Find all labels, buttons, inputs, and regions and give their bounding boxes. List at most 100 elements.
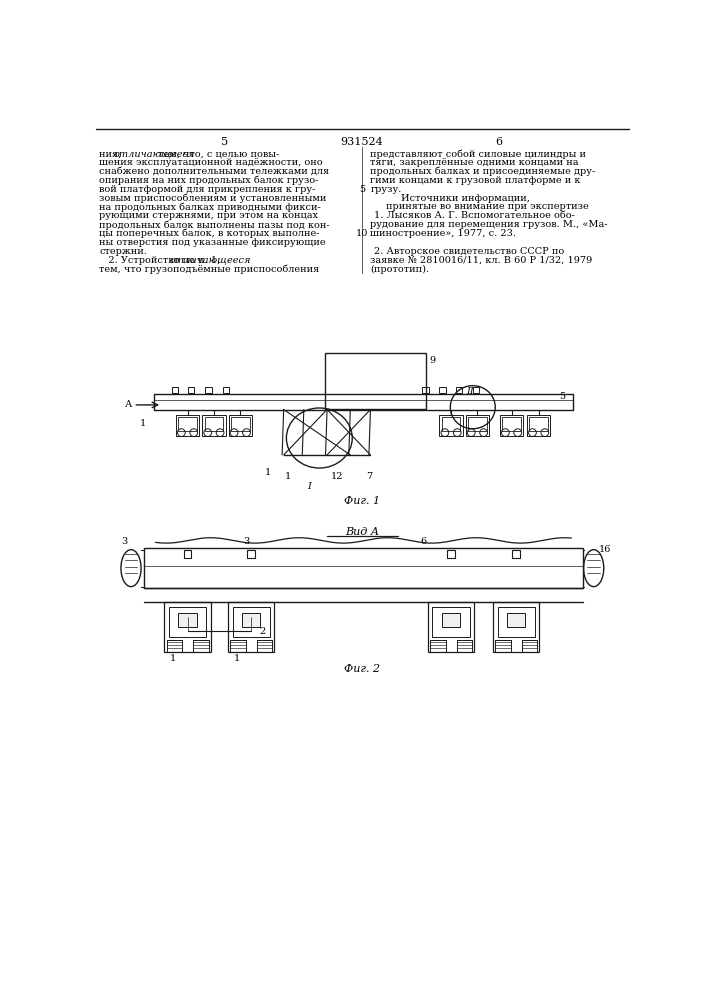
Bar [498, 607, 534, 637]
Text: 1: 1 [265, 468, 271, 477]
Bar [164, 602, 211, 652]
Bar [193, 640, 209, 652]
Bar [466, 415, 489, 436]
Text: продольных балок выполнены пазы под кон-: продольных балок выполнены пазы под кон- [99, 220, 330, 230]
Bar [167, 640, 182, 652]
Text: тем, что, с целью повы-: тем, что, с целью повы- [155, 149, 279, 158]
Bar [527, 415, 550, 436]
Text: ны отверстия под указанные фиксирующие: ны отверстия под указанные фиксирующие [99, 238, 326, 247]
Text: принятые во внимание при экспертизе: принятые во внимание при экспертизе [386, 202, 589, 211]
Bar [144, 548, 583, 588]
Bar [430, 640, 445, 652]
Text: представляют собой силовые цилиндры и: представляют собой силовые цилиндры и [370, 149, 587, 159]
Text: тем, что грузоподъёмные приспособления: тем, что грузоподъёмные приспособления [99, 264, 320, 274]
Text: 1: 1 [139, 419, 146, 428]
Bar [493, 602, 539, 652]
Bar [228, 415, 252, 436]
Bar [433, 607, 469, 637]
Text: II: II [467, 387, 474, 396]
Bar [473, 387, 479, 393]
Text: 1. Лысяков А. Г. Вспомогательное обо-: 1. Лысяков А. Г. Вспомогательное обо- [374, 211, 575, 220]
Bar [500, 415, 523, 436]
Bar [440, 415, 462, 436]
Bar [468, 417, 486, 431]
Bar [169, 607, 206, 637]
Text: шиностроение», 1977, с. 23.: шиностроение», 1977, с. 23. [370, 229, 517, 238]
Bar [187, 387, 194, 393]
Text: 5: 5 [221, 137, 228, 147]
Text: Фиг. 1: Фиг. 1 [344, 496, 380, 506]
Text: продольных балках и присоединяемые дру-: продольных балках и присоединяемые дру- [370, 167, 596, 176]
Bar [230, 640, 246, 652]
Bar [172, 387, 178, 393]
Text: снабжено дополнительными тележками для: снабжено дополнительными тележками для [99, 167, 329, 176]
Text: отличающееся: отличающееся [170, 256, 251, 265]
Bar [247, 550, 255, 558]
Text: ния,: ния, [99, 149, 124, 158]
Bar [456, 387, 462, 393]
Bar [202, 415, 226, 436]
Text: гими концами к грузовой платформе и к: гими концами к грузовой платформе и к [370, 176, 581, 185]
Bar [502, 417, 521, 431]
Bar [178, 613, 197, 627]
Bar [233, 607, 270, 637]
Bar [442, 417, 460, 431]
Text: 3: 3 [121, 537, 127, 546]
Text: 5: 5 [359, 185, 365, 194]
Text: 3: 3 [243, 537, 250, 546]
Bar [231, 417, 250, 431]
Text: I: I [307, 482, 311, 491]
Text: шения эксплуатационной надёжности, оно: шения эксплуатационной надёжности, оно [99, 158, 323, 167]
Text: 16: 16 [598, 545, 611, 554]
Text: 7: 7 [366, 472, 372, 481]
Text: 5: 5 [559, 392, 565, 401]
Bar [457, 640, 472, 652]
Bar [507, 613, 525, 627]
Bar [442, 613, 460, 627]
Text: 2: 2 [259, 627, 265, 636]
Text: 1: 1 [284, 472, 291, 481]
Text: опирания на них продольных балок грузо-: опирания на них продольных балок грузо- [99, 176, 319, 185]
Text: грузу.: грузу. [370, 185, 402, 194]
Text: 1: 1 [170, 654, 176, 663]
Bar [495, 640, 510, 652]
Bar [448, 550, 455, 558]
Text: заявке № 2810016/11, кл. В 60 Р 1/32, 1979: заявке № 2810016/11, кл. В 60 Р 1/32, 19… [370, 256, 592, 265]
Bar [422, 387, 428, 393]
Text: рудование для перемещения грузов. М., «Ма-: рудование для перемещения грузов. М., «М… [370, 220, 608, 229]
Text: 6: 6 [496, 137, 503, 147]
Text: вой платформой для прикрепления к гру-: вой платформой для прикрепления к гру- [99, 185, 315, 194]
Text: отличающееся: отличающееся [113, 149, 194, 158]
Bar [204, 417, 223, 431]
Bar [206, 387, 211, 393]
Bar [228, 602, 274, 652]
Bar [184, 550, 192, 558]
Bar [440, 387, 445, 393]
Text: 1: 1 [234, 654, 240, 663]
Text: 931524: 931524 [341, 137, 383, 147]
Text: (прототип).: (прототип). [370, 264, 430, 273]
Bar [176, 415, 199, 436]
Text: на продольных балках приводными фикси-: на продольных балках приводными фикси- [99, 202, 321, 212]
Bar [223, 387, 230, 393]
Text: Фиг. 2: Фиг. 2 [344, 664, 380, 674]
Bar [242, 613, 260, 627]
Text: Вид А: Вид А [345, 527, 379, 537]
Text: зовым приспособлениям и установленными: зовым приспособлениям и установленными [99, 194, 327, 203]
Bar [530, 417, 548, 431]
Text: 2. Устройство по п. 1,: 2. Устройство по п. 1, [99, 256, 223, 265]
Text: 6: 6 [420, 537, 426, 546]
Text: 12: 12 [331, 472, 344, 481]
Bar [178, 417, 197, 431]
Bar [522, 640, 537, 652]
Bar [325, 353, 426, 409]
Text: Источники информации,: Источники информации, [402, 194, 530, 203]
Bar [513, 550, 520, 558]
Text: стержни.: стержни. [99, 247, 147, 256]
Text: 2. Авторское свидетельство СССР по: 2. Авторское свидетельство СССР по [374, 247, 565, 256]
Text: цы поперечных балок, в которых выполне-: цы поперечных балок, в которых выполне- [99, 229, 320, 238]
Bar [428, 602, 474, 652]
Text: тяги, закреплённые одними концами на: тяги, закреплённые одними концами на [370, 158, 579, 167]
Text: 9: 9 [429, 356, 436, 365]
Text: рующими стержнями, при этом на концах: рующими стержнями, при этом на концах [99, 211, 318, 220]
